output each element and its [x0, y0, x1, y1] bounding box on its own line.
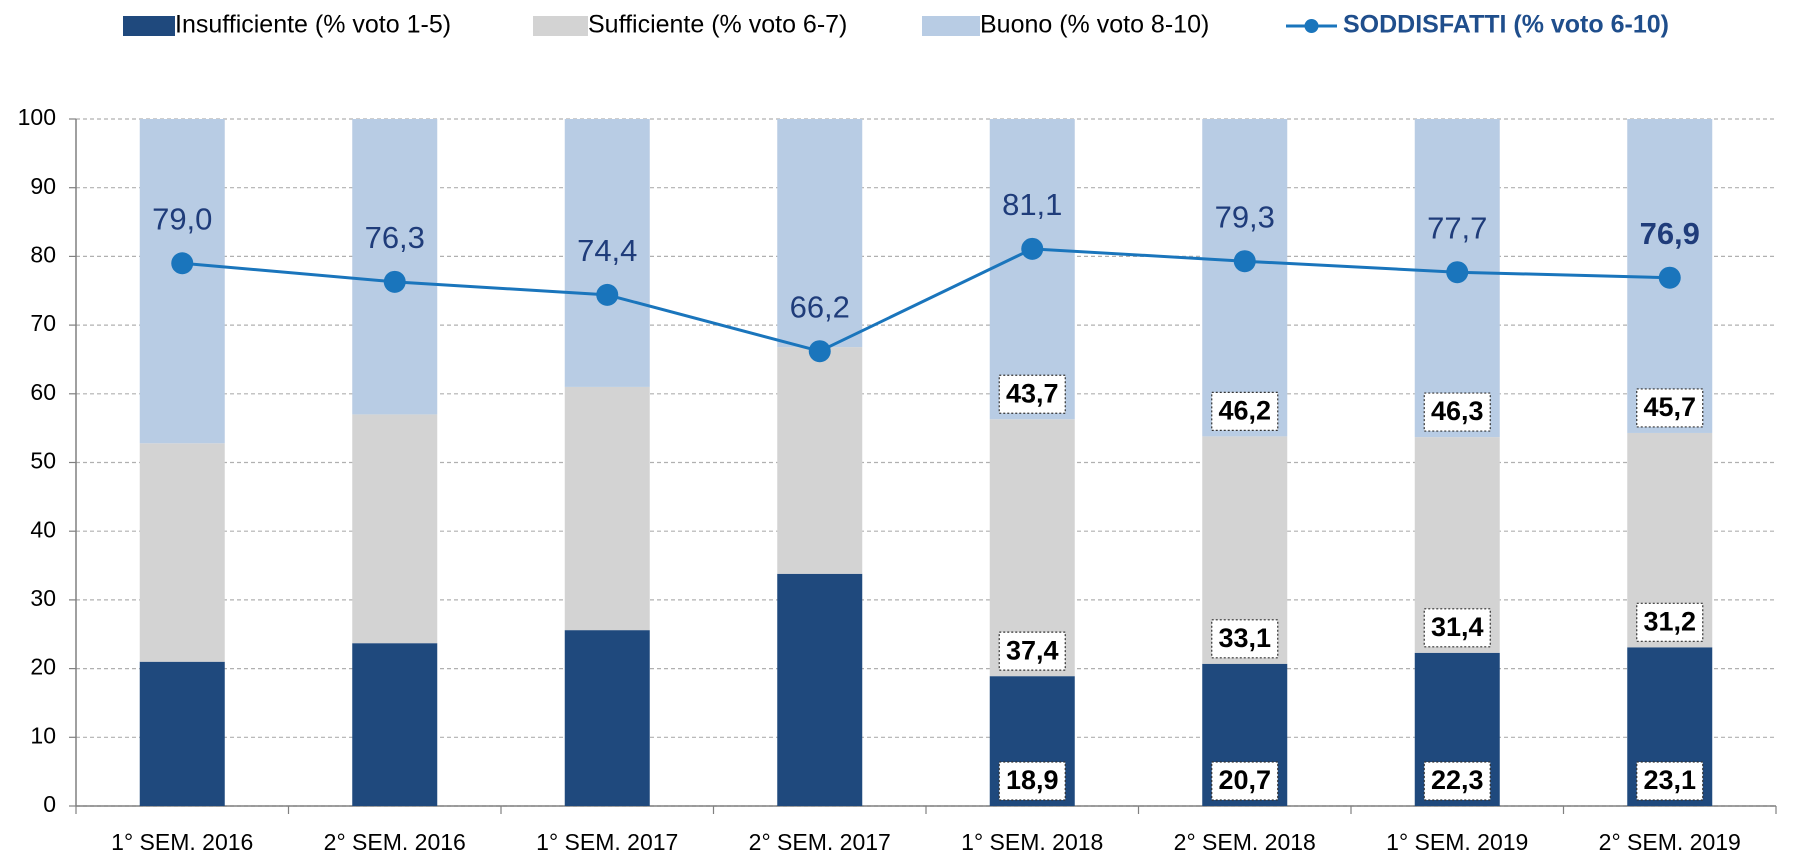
label-box	[1636, 388, 1704, 428]
data-label-text: 43,7	[1006, 378, 1059, 408]
label-box	[998, 761, 1066, 801]
label-box	[1636, 602, 1704, 642]
legend-swatch	[533, 16, 588, 36]
point-label: 77,7	[1427, 210, 1487, 245]
y-tick-label: 90	[30, 173, 56, 199]
data-label-text: 33,1	[1218, 623, 1271, 653]
point-label: 74,4	[577, 233, 637, 268]
y-tick-label: 10	[30, 722, 56, 748]
bar-segment	[564, 630, 650, 806]
x-tick-label: 2° SEM. 2019	[1599, 829, 1741, 855]
y-tick-label: 40	[30, 516, 56, 542]
y-tick-label: 0	[43, 791, 56, 817]
data-label-text: 31,4	[1431, 612, 1484, 642]
point-label: 79,0	[152, 201, 212, 236]
bar-segment	[352, 643, 438, 806]
bar-segment	[564, 386, 650, 631]
line	[182, 247, 1670, 353]
data-label: 22,3	[1423, 761, 1491, 801]
bar-segment	[777, 347, 863, 574]
label-box	[1423, 608, 1491, 648]
data-label: 37,4	[998, 631, 1066, 671]
line-point	[808, 340, 831, 363]
x-tick-label: 1° SEM. 2017	[536, 829, 678, 855]
point-label: 81,1	[1002, 187, 1062, 222]
label-box	[1636, 761, 1704, 801]
y-tick-label: 70	[30, 310, 56, 336]
y-tick-label: 60	[30, 379, 56, 405]
x-tick-label: 2° SEM. 2016	[324, 829, 466, 855]
bar-segment	[139, 661, 225, 806]
data-label: 46,3	[1423, 392, 1491, 432]
data-label: 31,4	[1423, 608, 1491, 648]
data-label-text: 31,2	[1643, 606, 1696, 636]
line-point	[171, 252, 194, 275]
line-point	[596, 283, 619, 306]
label-box	[1423, 761, 1491, 801]
x-tick-label: 1° SEM. 2019	[1386, 829, 1528, 855]
data-label-text: 46,3	[1431, 396, 1484, 426]
data-label-text: 22,3	[1431, 765, 1484, 795]
x-tick-label: 2° SEM. 2017	[749, 829, 891, 855]
data-label-text: 23,1	[1643, 765, 1696, 795]
y-tick-label: 100	[18, 104, 56, 130]
bar-segment	[777, 573, 863, 806]
legend-label: Sufficiente (% voto 6-7)	[588, 11, 847, 39]
legend-label: Insufficiente (% voto 1-5)	[175, 11, 451, 39]
bar-segment	[352, 414, 438, 644]
x-tick-label: 2° SEM. 2018	[1174, 829, 1316, 855]
data-label-text: 20,7	[1218, 765, 1271, 795]
data-label: 31,2	[1636, 602, 1704, 642]
legend-swatch	[922, 16, 980, 36]
data-label: 33,1	[1211, 619, 1279, 659]
bar-segment	[139, 119, 225, 444]
bar-segment	[139, 443, 225, 662]
line-point	[1658, 266, 1681, 289]
x-tick-label: 1° SEM. 2018	[961, 829, 1103, 855]
point-label: 76,9	[1640, 216, 1700, 251]
data-label-text: 45,7	[1643, 392, 1696, 422]
legend-swatch	[123, 16, 175, 36]
data-label-text: 46,2	[1218, 396, 1271, 426]
bar-segment	[989, 119, 1075, 420]
data-label: 46,2	[1211, 391, 1279, 431]
bar-segment	[1202, 119, 1288, 437]
y-tick-label: 50	[30, 448, 56, 474]
bar-segment	[777, 119, 863, 348]
data-label: 43,7	[998, 374, 1066, 414]
data-label: 20,7	[1211, 761, 1279, 801]
bar-segment	[352, 119, 438, 415]
data-label-text: 37,4	[1006, 635, 1059, 665]
data-label: 18,9	[998, 761, 1066, 801]
label-box	[1211, 761, 1279, 801]
label-box	[1423, 392, 1491, 432]
data-label: 45,7	[1636, 388, 1704, 428]
point-label: 66,2	[790, 289, 850, 324]
label-box	[998, 631, 1066, 671]
legend-marker	[1304, 19, 1319, 33]
line-point	[1233, 250, 1256, 273]
y-tick-label: 20	[30, 654, 56, 680]
line-point	[1446, 261, 1469, 284]
line-point	[1021, 237, 1044, 260]
y-tick-label: 80	[30, 241, 56, 267]
legend-label: Buono (% voto 8-10)	[980, 11, 1209, 39]
point-label: 79,3	[1215, 199, 1275, 234]
point-label: 76,3	[365, 220, 425, 255]
label-box	[998, 374, 1066, 414]
y-tick-label: 30	[30, 585, 56, 611]
data-label: 23,1	[1636, 761, 1704, 801]
line-point	[383, 270, 406, 293]
x-tick-label: 1° SEM. 2016	[111, 829, 253, 855]
bar-segment	[564, 119, 650, 387]
data-label-text: 18,9	[1006, 765, 1059, 795]
label-box	[1211, 391, 1279, 431]
legend-label: SODDISFATTI (% voto 6-10)	[1343, 11, 1669, 39]
label-box	[1211, 619, 1279, 659]
